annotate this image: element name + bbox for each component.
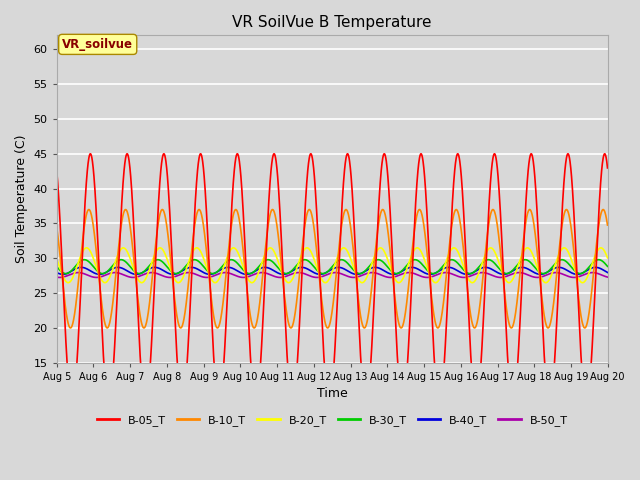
B-10_T bbox=[360, 325, 368, 331]
B-20_T bbox=[207, 275, 214, 281]
B-30_T bbox=[62, 271, 70, 276]
B-20_T bbox=[349, 261, 356, 266]
B-20_T bbox=[53, 256, 61, 262]
B-40_T bbox=[571, 271, 579, 277]
Y-axis label: Soil Temperature (C): Soil Temperature (C) bbox=[15, 135, 28, 264]
B-50_T bbox=[53, 274, 61, 280]
B-10_T bbox=[493, 217, 500, 223]
B-40_T bbox=[493, 269, 500, 275]
B-10_T bbox=[604, 222, 611, 228]
Line: B-05_T: B-05_T bbox=[57, 154, 607, 405]
B-05_T bbox=[571, 223, 579, 229]
B-40_T bbox=[360, 269, 368, 275]
B-30_T bbox=[571, 268, 579, 274]
B-10_T bbox=[349, 239, 356, 244]
Line: B-40_T: B-40_T bbox=[57, 267, 607, 274]
B-20_T bbox=[604, 255, 611, 261]
B-50_T bbox=[56, 275, 63, 280]
B-20_T bbox=[556, 251, 563, 256]
B-05_T bbox=[360, 397, 368, 403]
B-20_T bbox=[65, 280, 72, 286]
B-20_T bbox=[571, 266, 579, 272]
B-50_T bbox=[571, 275, 579, 280]
B-05_T bbox=[349, 192, 356, 197]
B-30_T bbox=[81, 257, 88, 263]
B-50_T bbox=[349, 275, 356, 280]
B-10_T bbox=[53, 224, 61, 230]
B-30_T bbox=[349, 266, 356, 272]
B-30_T bbox=[493, 263, 500, 268]
B-05_T bbox=[207, 298, 214, 304]
B-40_T bbox=[53, 270, 61, 276]
B-30_T bbox=[207, 270, 214, 276]
Text: VR_soilvue: VR_soilvue bbox=[62, 38, 133, 51]
B-05_T bbox=[86, 151, 94, 156]
B-40_T bbox=[604, 270, 611, 276]
B-20_T bbox=[360, 278, 368, 284]
B-30_T bbox=[604, 264, 611, 269]
B-10_T bbox=[571, 255, 579, 261]
B-20_T bbox=[83, 245, 90, 251]
B-40_T bbox=[59, 271, 67, 277]
Line: B-50_T: B-50_T bbox=[57, 273, 607, 277]
X-axis label: Time: Time bbox=[317, 387, 348, 400]
Line: B-10_T: B-10_T bbox=[57, 209, 607, 328]
B-05_T bbox=[556, 265, 563, 271]
B-20_T bbox=[493, 253, 500, 259]
Legend: B-05_T, B-10_T, B-20_T, B-30_T, B-40_T, B-50_T: B-05_T, B-10_T, B-20_T, B-30_T, B-40_T, … bbox=[93, 411, 572, 431]
B-40_T bbox=[207, 271, 214, 277]
B-05_T bbox=[53, 168, 61, 173]
B-50_T bbox=[207, 274, 214, 280]
B-10_T bbox=[207, 291, 214, 297]
B-30_T bbox=[556, 257, 563, 263]
B-50_T bbox=[74, 270, 82, 276]
B-10_T bbox=[556, 246, 563, 252]
B-50_T bbox=[556, 270, 563, 276]
B-50_T bbox=[493, 274, 500, 280]
B-10_T bbox=[67, 325, 74, 331]
B-40_T bbox=[349, 271, 356, 276]
B-30_T bbox=[53, 264, 61, 270]
B-05_T bbox=[493, 158, 500, 164]
B-30_T bbox=[360, 269, 368, 275]
B-05_T bbox=[68, 402, 76, 408]
Line: B-30_T: B-30_T bbox=[57, 260, 607, 274]
B-40_T bbox=[77, 264, 85, 270]
Line: B-20_T: B-20_T bbox=[57, 248, 607, 283]
Title: VR SoilVue B Temperature: VR SoilVue B Temperature bbox=[232, 15, 432, 30]
B-05_T bbox=[604, 165, 611, 171]
B-40_T bbox=[556, 264, 563, 270]
B-50_T bbox=[360, 272, 368, 277]
B-10_T bbox=[85, 206, 93, 212]
B-50_T bbox=[604, 274, 611, 280]
